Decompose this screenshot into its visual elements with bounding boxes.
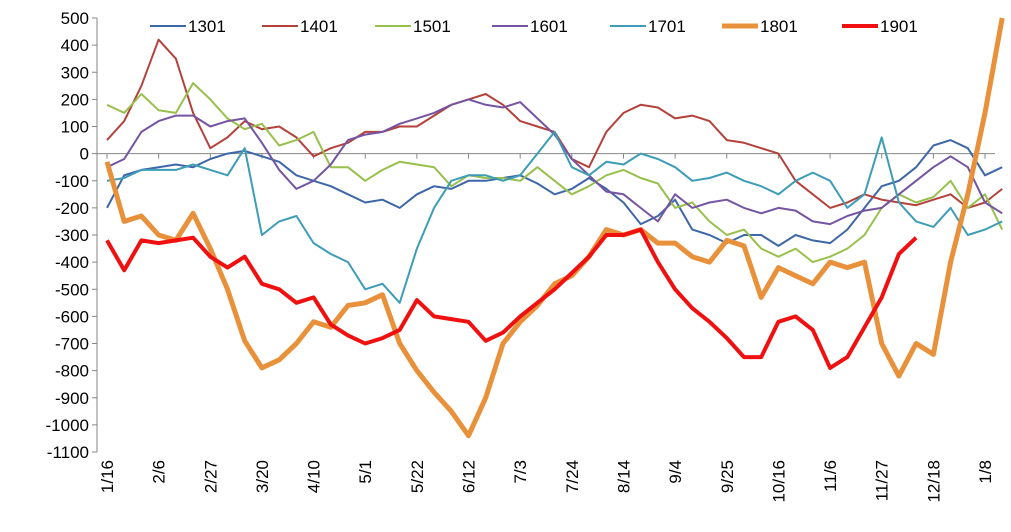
x-tick-label: 9/25 (718, 460, 737, 493)
legend-label: 1701 (648, 17, 686, 36)
x-tick-label: 11/6 (821, 460, 840, 492)
legend-label: 1301 (188, 17, 226, 36)
x-tick-label: 3/20 (253, 460, 272, 493)
y-tick-label: -200 (55, 199, 89, 218)
series-line (106, 139, 1003, 247)
y-tick-label: 300 (61, 63, 89, 82)
x-tick-label: 4/10 (305, 460, 324, 493)
x-tick-label: 2/6 (150, 460, 169, 484)
y-tick-label: 200 (61, 90, 89, 109)
y-tick-label: -1100 (47, 443, 89, 462)
x-tick-label: 1/16 (98, 460, 117, 493)
series-line (106, 82, 1004, 264)
x-tick-label: 7/3 (511, 460, 530, 484)
y-tick-label: -600 (55, 307, 89, 326)
x-tick-label: 10/16 (769, 460, 788, 503)
y-tick-label: 400 (61, 36, 89, 55)
legend-label: 1501 (413, 17, 451, 36)
x-tick-label: 1/8 (976, 460, 995, 484)
legend-label: 1901 (880, 17, 918, 36)
x-tick-label: 5/1 (356, 460, 375, 484)
y-tick-label: -700 (55, 335, 89, 354)
legend-label: 1601 (530, 17, 568, 36)
y-tick-label: 100 (61, 118, 89, 137)
y-tick-label: -100 (55, 172, 89, 191)
y-tick-label: -800 (55, 362, 89, 381)
legend-label: 1801 (760, 17, 798, 36)
series-line (105, 227, 918, 370)
y-tick-label: 0 (80, 145, 89, 164)
y-tick-label: -500 (55, 280, 89, 299)
y-tick-label: -1000 (46, 416, 89, 435)
x-tick-label: 5/22 (408, 460, 427, 493)
x-tick-label: 7/24 (563, 460, 582, 493)
series-line (106, 98, 1003, 226)
y-tick-label: -900 (55, 389, 89, 408)
x-tick-label: 9/4 (666, 460, 685, 484)
legend-label: 1401 (300, 17, 338, 36)
x-tick-label: 6/12 (460, 460, 479, 493)
series-line (104, 17, 1005, 439)
y-tick-label: 500 (61, 9, 89, 28)
x-tick-label: 11/27 (873, 460, 892, 501)
series-line (106, 130, 1003, 304)
y-tick-label: -400 (55, 253, 89, 272)
x-tick-label: 8/14 (614, 460, 633, 493)
y-tick-label: -300 (55, 226, 89, 245)
x-tick-label: 2/27 (201, 460, 220, 493)
x-tick-label: 12/18 (924, 460, 943, 503)
